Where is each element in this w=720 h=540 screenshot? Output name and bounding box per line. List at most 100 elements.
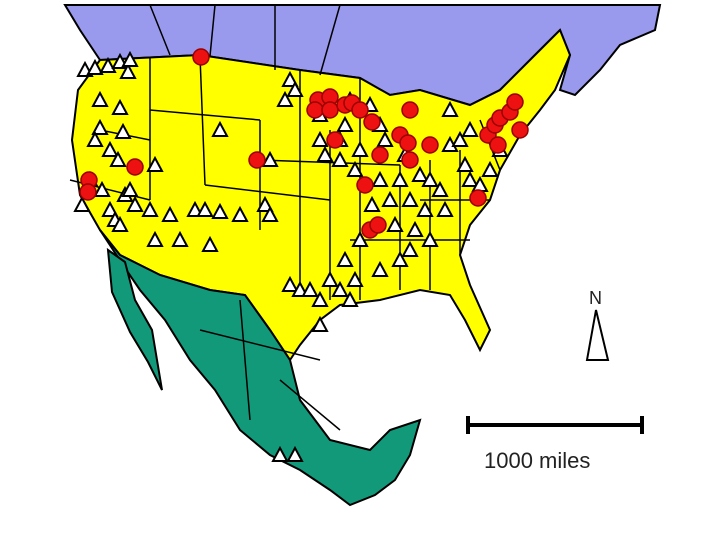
triangle-marker bbox=[341, 290, 359, 307]
triangle-marker bbox=[386, 215, 404, 232]
circle-marker bbox=[371, 146, 389, 164]
north-arrow[interactable] bbox=[585, 309, 610, 361]
triangle-marker bbox=[346, 270, 364, 287]
triangle-marker bbox=[186, 200, 204, 217]
border-line bbox=[204, 184, 331, 201]
triangle-marker bbox=[391, 250, 409, 267]
triangle-marker bbox=[481, 160, 499, 177]
triangle-marker bbox=[371, 260, 389, 277]
triangle-marker bbox=[391, 170, 409, 187]
mexico-region bbox=[99, 229, 422, 507]
triangle-marker bbox=[196, 200, 214, 217]
triangle-marker bbox=[406, 220, 424, 237]
triangle-marker bbox=[126, 195, 144, 212]
triangle-marker bbox=[301, 280, 319, 297]
triangle-marker bbox=[141, 200, 159, 217]
triangle-marker bbox=[111, 98, 129, 115]
triangle-marker bbox=[201, 235, 219, 252]
triangle-marker bbox=[101, 140, 119, 157]
triangle-marker bbox=[86, 58, 104, 75]
border-line bbox=[209, 4, 216, 57]
triangle-marker bbox=[73, 195, 91, 212]
triangle-marker bbox=[331, 150, 349, 167]
circle-marker bbox=[79, 183, 97, 201]
triangle-marker bbox=[421, 230, 439, 247]
triangle-marker bbox=[231, 205, 249, 222]
triangle-marker bbox=[336, 115, 354, 132]
circle-marker bbox=[351, 101, 369, 119]
north-arrow-icon bbox=[585, 309, 610, 361]
triangle-marker bbox=[421, 170, 439, 187]
triangle-marker bbox=[276, 90, 294, 107]
triangle-marker bbox=[111, 215, 129, 232]
border-line bbox=[319, 4, 341, 76]
triangle-marker bbox=[291, 280, 309, 297]
circle-marker bbox=[421, 136, 439, 154]
triangle-marker bbox=[316, 145, 334, 162]
triangle-marker bbox=[91, 90, 109, 107]
triangle-marker bbox=[86, 130, 104, 147]
triangle-marker bbox=[256, 195, 274, 212]
circle-marker bbox=[401, 151, 419, 169]
circle-marker bbox=[489, 136, 507, 154]
triangle-marker bbox=[91, 118, 109, 135]
circle-marker bbox=[356, 176, 374, 194]
triangle-marker bbox=[456, 155, 474, 172]
triangle-marker bbox=[451, 130, 469, 147]
border-line bbox=[279, 379, 341, 431]
triangle-marker bbox=[119, 62, 137, 79]
triangle-marker bbox=[286, 80, 304, 97]
triangle-marker bbox=[321, 270, 339, 287]
triangle-marker bbox=[416, 200, 434, 217]
circle-marker bbox=[306, 101, 324, 119]
triangle-marker bbox=[114, 122, 132, 139]
triangle-marker bbox=[146, 230, 164, 247]
triangle-marker bbox=[286, 445, 304, 462]
triangle-marker bbox=[363, 195, 381, 212]
triangle-marker bbox=[401, 190, 419, 207]
triangle-marker bbox=[311, 290, 329, 307]
circle-marker bbox=[326, 131, 344, 149]
triangle-marker bbox=[441, 100, 459, 117]
circle-marker bbox=[248, 151, 266, 169]
triangle-marker bbox=[93, 180, 111, 197]
border-line bbox=[149, 4, 171, 56]
circle-markers bbox=[79, 48, 529, 239]
triangle-marker bbox=[411, 165, 429, 182]
triangle-marker bbox=[311, 130, 329, 147]
circle-marker bbox=[399, 134, 417, 152]
circle-marker bbox=[192, 48, 210, 66]
baja-california-region bbox=[106, 247, 163, 391]
triangle-marker bbox=[146, 155, 164, 172]
triangle-marker bbox=[211, 202, 229, 219]
triangle-marker bbox=[281, 275, 299, 292]
triangle-marker bbox=[281, 70, 299, 87]
border-line bbox=[149, 109, 261, 121]
triangle-marker bbox=[261, 150, 279, 167]
triangle-marker bbox=[109, 150, 127, 167]
triangle-marker bbox=[401, 240, 419, 257]
circle-marker bbox=[506, 93, 524, 111]
triangle-marker bbox=[261, 205, 279, 222]
triangle-marker bbox=[171, 230, 189, 247]
border-line bbox=[199, 329, 321, 361]
triangle-marker bbox=[336, 250, 354, 267]
triangle-marker bbox=[101, 200, 119, 217]
circle-marker bbox=[511, 121, 529, 139]
triangle-marker bbox=[381, 190, 399, 207]
triangle-marker bbox=[211, 120, 229, 137]
circle-marker bbox=[363, 113, 381, 131]
north-label: N bbox=[589, 288, 602, 308]
scale-bar bbox=[466, 416, 644, 434]
scale-bar-label: 1000 miles bbox=[484, 448, 591, 473]
triangle-marker bbox=[376, 130, 394, 147]
triangle-marker bbox=[461, 120, 479, 137]
triangle-marker bbox=[431, 180, 449, 197]
triangle-marker bbox=[351, 140, 369, 157]
triangle-marker bbox=[351, 230, 369, 247]
circle-marker bbox=[401, 101, 419, 119]
circle-marker bbox=[126, 158, 144, 176]
circle-marker bbox=[369, 216, 387, 234]
triangle-marker bbox=[121, 50, 139, 67]
